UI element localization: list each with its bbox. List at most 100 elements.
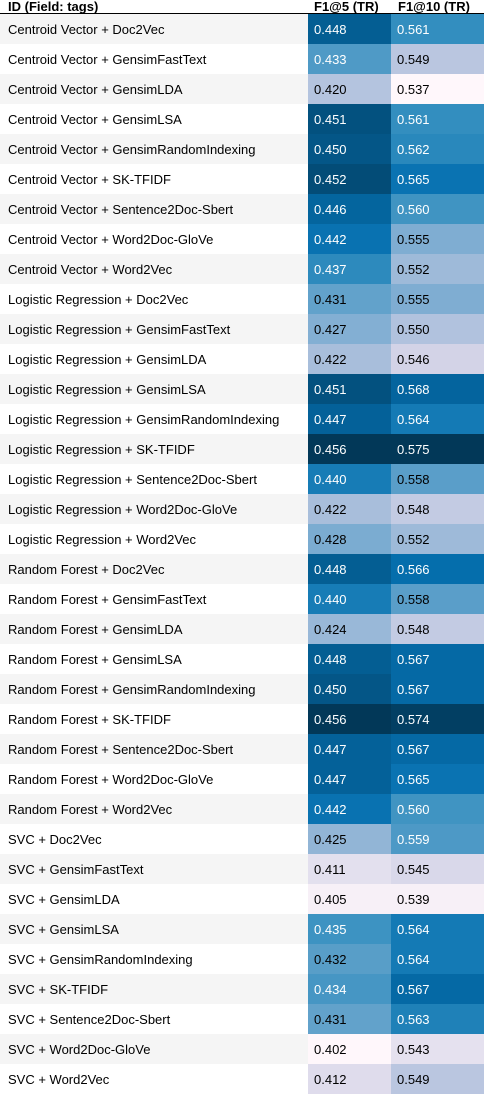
f1-at-5-cell: 0.420 <box>308 74 391 104</box>
row-id-cell: Random Forest + Sentence2Doc-Sbert <box>0 734 308 764</box>
table-body: Centroid Vector + Doc2Vec 0.448 0.561 Centr… <box>0 13 484 1094</box>
table-row: Logistic Regression + SK-TFIDF 0.456 0.575 <box>0 434 484 464</box>
table-row: Centroid Vector + Sentence2Doc-Sbert 0.44… <box>0 194 484 224</box>
f1-at-10-cell: 0.564 <box>391 404 484 434</box>
f1-at-10-cell: 0.552 <box>391 254 484 284</box>
table-row: Centroid Vector + Word2Vec 0.437 0.552 <box>0 254 484 284</box>
f1-at-10-cell: 0.566 <box>391 554 484 584</box>
column-header-f1-at-10[interactable]: F1@10 (TR) <box>391 0 484 14</box>
f1-at-10-cell: 0.555 <box>391 224 484 254</box>
table-row: SVC + Word2Doc-GloVe 0.402 0.543 <box>0 1034 484 1064</box>
f1-at-5-cell: 0.434 <box>308 974 391 1004</box>
row-id-cell: SVC + SK-TFIDF <box>0 974 308 1004</box>
table-row: SVC + Doc2Vec 0.425 0.559 <box>0 824 484 854</box>
table-row: Random Forest + Word2Vec 0.442 0.560 <box>0 794 484 824</box>
row-id-cell: Centroid Vector + GensimLSA <box>0 104 308 134</box>
f1-at-10-cell: 0.567 <box>391 674 484 704</box>
table-row: SVC + GensimLDA 0.405 0.539 <box>0 884 484 914</box>
f1-at-10-cell: 0.545 <box>391 854 484 884</box>
table-row: Logistic Regression + Doc2Vec 0.431 0.555 <box>0 284 484 314</box>
row-id-cell: Random Forest + Doc2Vec <box>0 554 308 584</box>
f1-at-10-cell: 0.567 <box>391 974 484 1004</box>
row-id-cell: SVC + Sentence2Doc-Sbert <box>0 1004 308 1034</box>
row-id-cell: SVC + Word2Vec <box>0 1064 308 1094</box>
table-row: Logistic Regression + Word2Vec 0.428 0.552 <box>0 524 484 554</box>
f1-at-5-cell: 0.442 <box>308 224 391 254</box>
f1-at-5-cell: 0.456 <box>308 434 391 464</box>
column-header-id[interactable]: ID (Field: tags) <box>0 0 308 14</box>
row-id-cell: Centroid Vector + GensimFastText <box>0 44 308 74</box>
f1-at-5-cell: 0.451 <box>308 104 391 134</box>
f1-at-5-cell: 0.437 <box>308 254 391 284</box>
row-id-cell: Random Forest + GensimFastText <box>0 584 308 614</box>
f1-at-10-cell: 0.561 <box>391 13 484 44</box>
f1-at-10-cell: 0.558 <box>391 584 484 614</box>
f1-at-5-cell: 0.431 <box>308 1004 391 1034</box>
table-row: Centroid Vector + GensimLDA 0.420 0.537 <box>0 74 484 104</box>
f1-at-5-cell: 0.447 <box>308 404 391 434</box>
row-id-cell: Centroid Vector + SK-TFIDF <box>0 164 308 194</box>
table-row: Random Forest + Doc2Vec 0.448 0.566 <box>0 554 484 584</box>
table-row: SVC + GensimRandomIndexing 0.432 0.564 <box>0 944 484 974</box>
table-row: Random Forest + Word2Doc-GloVe 0.447 0.565 <box>0 764 484 794</box>
f1-at-10-cell: 0.563 <box>391 1004 484 1034</box>
row-id-cell: Logistic Regression + GensimLSA <box>0 374 308 404</box>
f1-at-5-cell: 0.435 <box>308 914 391 944</box>
row-id-cell: Logistic Regression + Word2Doc-GloVe <box>0 494 308 524</box>
table-row: SVC + GensimLSA 0.435 0.564 <box>0 914 484 944</box>
row-id-cell: Logistic Regression + Sentence2Doc-Sbert <box>0 464 308 494</box>
table-row: Random Forest + SK-TFIDF 0.456 0.574 <box>0 704 484 734</box>
table-row: Centroid Vector + GensimLSA 0.451 0.561 <box>0 104 484 134</box>
row-id-cell: Logistic Regression + Word2Vec <box>0 524 308 554</box>
f1-at-10-cell: 0.561 <box>391 104 484 134</box>
f1-at-10-cell: 0.568 <box>391 374 484 404</box>
f1-at-10-cell: 0.564 <box>391 944 484 974</box>
table-row: Random Forest + GensimFastText 0.440 0.558 <box>0 584 484 614</box>
column-header-f1-at-5[interactable]: F1@5 (TR) <box>308 0 391 14</box>
f1-at-10-cell: 0.546 <box>391 344 484 374</box>
row-id-cell: Random Forest + Word2Doc-GloVe <box>0 764 308 794</box>
f1-at-5-cell: 0.433 <box>308 44 391 74</box>
row-id-cell: Random Forest + SK-TFIDF <box>0 704 308 734</box>
f1-at-5-cell: 0.452 <box>308 164 391 194</box>
f1-at-10-cell: 0.549 <box>391 1064 484 1094</box>
f1-at-10-cell: 0.574 <box>391 704 484 734</box>
f1-at-10-cell: 0.559 <box>391 824 484 854</box>
f1-at-5-cell: 0.447 <box>308 734 391 764</box>
table-row: Random Forest + GensimRandomIndexing 0.45… <box>0 674 484 704</box>
f1-at-10-cell: 0.537 <box>391 74 484 104</box>
table-row: Logistic Regression + Sentence2Doc-Sbert… <box>0 464 484 494</box>
f1-at-5-cell: 0.422 <box>308 344 391 374</box>
row-id-cell: Logistic Regression + GensimLDA <box>0 344 308 374</box>
table-row: Logistic Regression + Word2Doc-GloVe 0.42… <box>0 494 484 524</box>
row-id-cell: Logistic Regression + GensimRandomIndexi… <box>0 404 308 434</box>
f1-at-10-cell: 0.555 <box>391 284 484 314</box>
f1-at-10-cell: 0.565 <box>391 764 484 794</box>
row-id-cell: Centroid Vector + Word2Vec <box>0 254 308 284</box>
f1-at-5-cell: 0.447 <box>308 764 391 794</box>
f1-at-5-cell: 0.451 <box>308 374 391 404</box>
f1-at-10-cell: 0.558 <box>391 464 484 494</box>
f1-at-5-cell: 0.440 <box>308 584 391 614</box>
row-id-cell: SVC + GensimLDA <box>0 884 308 914</box>
table-row: Random Forest + Sentence2Doc-Sbert 0.447 0… <box>0 734 484 764</box>
f1-at-5-cell: 0.432 <box>308 944 391 974</box>
f1-at-5-cell: 0.425 <box>308 824 391 854</box>
row-id-cell: Centroid Vector + Doc2Vec <box>0 13 308 44</box>
table-row: Centroid Vector + SK-TFIDF 0.452 0.565 <box>0 164 484 194</box>
row-id-cell: Centroid Vector + GensimLDA <box>0 74 308 104</box>
row-id-cell: Centroid Vector + Sentence2Doc-Sbert <box>0 194 308 224</box>
table-row: Logistic Regression + GensimRandomIndexi… <box>0 404 484 434</box>
f1-at-5-cell: 0.456 <box>308 704 391 734</box>
table-row: SVC + Word2Vec 0.412 0.549 <box>0 1064 484 1094</box>
table-row: SVC + GensimFastText 0.411 0.545 <box>0 854 484 884</box>
f1-at-5-cell: 0.412 <box>308 1064 391 1094</box>
table-row: SVC + Sentence2Doc-Sbert 0.431 0.563 <box>0 1004 484 1034</box>
row-id-cell: Random Forest + GensimRandomIndexing <box>0 674 308 704</box>
f1-at-10-cell: 0.565 <box>391 164 484 194</box>
table-row: Centroid Vector + Word2Doc-GloVe 0.442 0.5… <box>0 224 484 254</box>
f1-at-5-cell: 0.448 <box>308 13 391 44</box>
table-row: Centroid Vector + GensimFastText 0.433 0.5… <box>0 44 484 74</box>
row-id-cell: Random Forest + Word2Vec <box>0 794 308 824</box>
